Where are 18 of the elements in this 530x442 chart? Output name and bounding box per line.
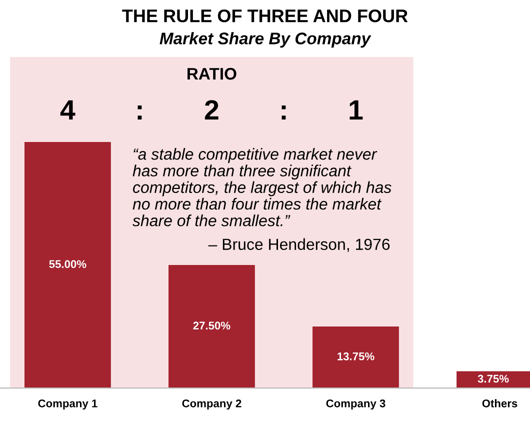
annotation: 1 xyxy=(350,100,363,120)
annotation: – Bruce Henderson, 1976 xyxy=(208,238,390,252)
annotation: : xyxy=(282,105,286,120)
annotation: 2 xyxy=(204,100,218,120)
chart-title: THE RULE OF THREE AND FOUR xyxy=(122,9,408,22)
annotation: RATIO xyxy=(188,68,236,80)
data-label: 13.75% xyxy=(338,352,374,360)
annotation: : xyxy=(138,105,142,120)
x-tick-label: Others xyxy=(482,399,518,408)
data-label: 27.50% xyxy=(193,322,230,330)
x-tick-label: Company 1 xyxy=(38,399,98,410)
x-tick-label: Company 2 xyxy=(182,399,242,410)
data-label: 3.75% xyxy=(478,374,509,383)
chart-subtitle: Market Share By Company xyxy=(160,32,372,48)
annotation: “a stable competitive market never has more than three significant competitors, the largest of which has no more than four times the market share of the smallest.” xyxy=(132,148,392,226)
data-label: 55.00% xyxy=(49,260,86,268)
x-tick-label: Company 3 xyxy=(326,399,386,410)
annotation: 4 xyxy=(60,100,76,120)
